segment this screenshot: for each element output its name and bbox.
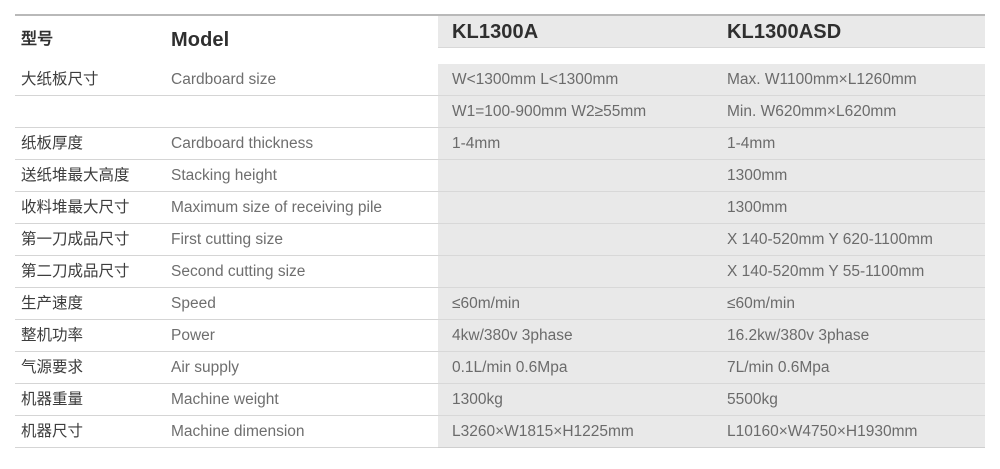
row-label-cn: 机器尺寸 [15, 416, 163, 448]
grid-edge-right [985, 192, 1000, 224]
row-label-cn: 大纸板尺寸 [15, 64, 163, 96]
row-label-en: Second cutting size [163, 256, 438, 288]
header-model-asd: KL1300ASD [713, 16, 985, 48]
header-model-a: KL1300A [438, 16, 713, 48]
row-label-cn: 整机功率 [15, 320, 163, 352]
grid-edge-left [0, 416, 15, 448]
row-value-model-a [438, 224, 713, 256]
row-value-model-a: 4kw/380v 3phase [438, 320, 713, 352]
grid-edge-left [0, 256, 15, 288]
row-label-cn: 纸板厚度 [15, 128, 163, 160]
grid-edge-left [0, 384, 15, 416]
row-value-model-a: ≤60m/min [438, 288, 713, 320]
grid-edge-right [985, 288, 1000, 320]
row-label-en: First cutting size [163, 224, 438, 256]
grid-edge-left [0, 128, 15, 160]
row-value-model-asd: X 140-520mm Y 55-1100mm [713, 256, 985, 288]
row-value-model-asd: Max. W1100mm×L1260mm [713, 64, 985, 96]
grid-edge-left [0, 16, 15, 64]
row-value-model-a: L3260×W1815×H1225mm [438, 416, 713, 448]
row-value-model-a [438, 160, 713, 192]
grid-edge-left [0, 352, 15, 384]
row-label-en: Maximum size of receiving pile [163, 192, 438, 224]
row-label-en [163, 96, 438, 128]
row-label-en: Stacking height [163, 160, 438, 192]
row-label-en: Machine weight [163, 384, 438, 416]
row-value-model-asd: 1-4mm [713, 128, 985, 160]
row-label-cn: 生产速度 [15, 288, 163, 320]
row-label-en: Air supply [163, 352, 438, 384]
grid-edge-left [0, 64, 15, 96]
grid-edge-left [0, 288, 15, 320]
row-value-model-asd: 1300mm [713, 160, 985, 192]
row-value-model-asd: 16.2kw/380v 3phase [713, 320, 985, 352]
grid-edge-right [985, 320, 1000, 352]
row-value-model-asd: Min. W620mm×L620mm [713, 96, 985, 128]
row-value-model-a [438, 256, 713, 288]
header-label-en: Model [171, 29, 230, 51]
row-label-en: Cardboard thickness [163, 128, 438, 160]
row-label-cn: 送纸堆最大高度 [15, 160, 163, 192]
grid-edge-right [985, 352, 1000, 384]
grid-edge-right [985, 416, 1000, 448]
row-value-model-asd: L10160×W4750×H1930mm [713, 416, 985, 448]
grid-edge-right [985, 224, 1000, 256]
row-value-model-a: 1300kg [438, 384, 713, 416]
grid-edge-right [985, 384, 1000, 416]
row-label-en: Power [163, 320, 438, 352]
grid-edge-left [0, 96, 15, 128]
grid-edge-right [985, 96, 1000, 128]
row-value-model-asd: X 140-520mm Y 620-1100mm [713, 224, 985, 256]
row-label-cn [15, 96, 163, 128]
row-value-model-a: W1=100-900mm W2≥55mm [438, 96, 713, 128]
row-value-model-asd: 5500kg [713, 384, 985, 416]
row-label-en: Cardboard size [163, 64, 438, 96]
row-value-model-asd: ≤60m/min [713, 288, 985, 320]
row-value-model-asd: 1300mm [713, 192, 985, 224]
grid-edge-left [0, 224, 15, 256]
grid-edge-right [985, 160, 1000, 192]
grid-edge-right [985, 128, 1000, 160]
grid-edge-right [985, 64, 1000, 96]
grid-edge-right [985, 256, 1000, 288]
row-label-cn: 第二刀成品尺寸 [15, 256, 163, 288]
row-label-cn: 气源要求 [15, 352, 163, 384]
grid-edge-left [0, 192, 15, 224]
table-top-rule [15, 14, 985, 16]
row-value-model-a: W<1300mm L<1300mm [438, 64, 713, 96]
table-grid: 型号 Model KL1300A KL1300ASD 大纸板尺寸 Cardboard si… [0, 16, 1000, 448]
row-value-model-asd: 7L/min 0.6Mpa [713, 352, 985, 384]
row-value-model-a: 1-4mm [438, 128, 713, 160]
header-label-cn: 型号 [21, 31, 54, 48]
row-value-model-a: 0.1L/min 0.6Mpa [438, 352, 713, 384]
grid-edge-left [0, 320, 15, 352]
row-value-model-a [438, 192, 713, 224]
row-label-cn: 第一刀成品尺寸 [15, 224, 163, 256]
row-label-cn: 机器重量 [15, 384, 163, 416]
grid-edge-right [985, 16, 1000, 64]
grid-edge-left [0, 160, 15, 192]
row-label-en: Speed [163, 288, 438, 320]
row-label-cn: 收料堆最大尺寸 [15, 192, 163, 224]
row-label-en: Machine dimension [163, 416, 438, 448]
